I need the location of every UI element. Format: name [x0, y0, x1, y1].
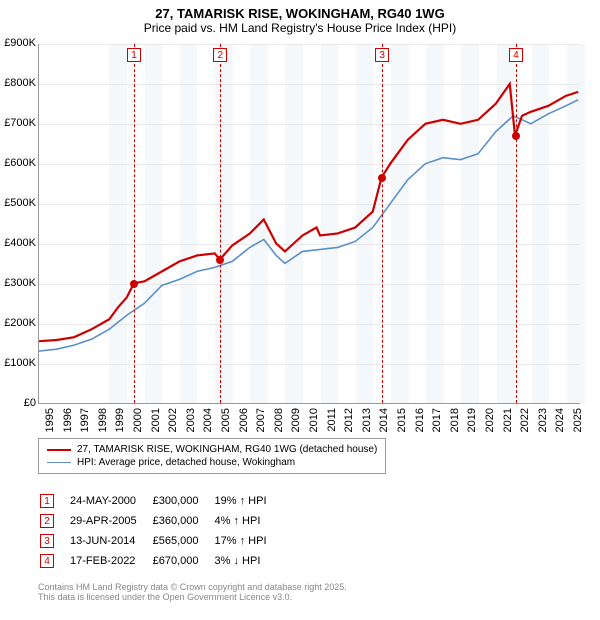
legend: 27, TAMARISK RISE, WOKINGHAM, RG40 1WG (… — [38, 438, 386, 474]
footer-attribution: Contains HM Land Registry data © Crown c… — [38, 582, 347, 602]
x-axis-label: 1996 — [62, 408, 74, 438]
sale-marker-dot — [378, 174, 386, 182]
x-axis-label: 2005 — [220, 408, 232, 438]
sale-date: 17-FEB-2022 — [70, 552, 151, 570]
y-axis-label: £0 — [0, 397, 36, 409]
x-axis-label: 2008 — [273, 408, 285, 438]
x-axis-label: 2023 — [537, 408, 549, 438]
sale-date: 29-APR-2005 — [70, 512, 151, 530]
y-axis-label: £300K — [0, 277, 36, 289]
x-axis-label: 2019 — [466, 408, 478, 438]
y-axis-label: £400K — [0, 237, 36, 249]
sale-marker-label: 2 — [213, 48, 227, 62]
x-axis-label: 2017 — [431, 408, 443, 438]
x-axis-label: 2025 — [572, 408, 584, 438]
sale-delta: 17% ↑ HPI — [215, 532, 281, 550]
sales-row: 3 13-JUN-2014£565,00017% ↑ HPI — [40, 532, 281, 550]
chart-subtitle: Price paid vs. HM Land Registry's House … — [0, 21, 600, 39]
y-axis-label: £100K — [0, 357, 36, 369]
sale-marker-dot — [216, 256, 224, 264]
row-marker-icon: 1 — [40, 494, 54, 508]
legend-item: HPI: Average price, detached house, Woki… — [47, 456, 377, 469]
y-axis-label: £200K — [0, 317, 36, 329]
x-axis-label: 2003 — [185, 408, 197, 438]
x-axis-label: 2022 — [519, 408, 531, 438]
sale-delta: 3% ↓ HPI — [215, 552, 281, 570]
x-axis-label: 2021 — [502, 408, 514, 438]
y-axis-label: £700K — [0, 117, 36, 129]
x-axis-label: 1997 — [79, 408, 91, 438]
series-line — [39, 100, 578, 351]
sale-price: £300,000 — [153, 492, 213, 510]
x-axis-label: 2009 — [290, 408, 302, 438]
row-marker-icon: 4 — [40, 554, 54, 568]
x-axis-label: 1998 — [97, 408, 109, 438]
x-axis-label: 2018 — [449, 408, 461, 438]
chart-plot-area: 1 2 3 4 — [38, 44, 580, 404]
y-axis-label: £800K — [0, 77, 36, 89]
footer-line-2: This data is licensed under the Open Gov… — [38, 592, 347, 602]
sale-marker-dot — [130, 280, 138, 288]
sale-price: £565,000 — [153, 532, 213, 550]
x-axis-label: 2014 — [378, 408, 390, 438]
legend-item: 27, TAMARISK RISE, WOKINGHAM, RG40 1WG (… — [47, 443, 377, 456]
sales-row: 1 24-MAY-2000£300,00019% ↑ HPI — [40, 492, 281, 510]
x-axis-label: 2024 — [554, 408, 566, 438]
sales-row: 4 17-FEB-2022£670,0003% ↓ HPI — [40, 552, 281, 570]
x-axis-label: 2010 — [308, 408, 320, 438]
sale-marker-label: 3 — [375, 48, 389, 62]
x-axis-label: 2011 — [326, 408, 338, 438]
x-axis-label: 2006 — [238, 408, 250, 438]
x-axis-label: 2002 — [167, 408, 179, 438]
y-axis-label: £500K — [0, 197, 36, 209]
sale-price: £670,000 — [153, 552, 213, 570]
x-axis-label: 2007 — [255, 408, 267, 438]
x-axis-label: 2020 — [484, 408, 496, 438]
row-marker-icon: 3 — [40, 534, 54, 548]
sale-date: 13-JUN-2014 — [70, 532, 151, 550]
x-axis-label: 1995 — [44, 408, 56, 438]
y-axis-label: £600K — [0, 157, 36, 169]
row-marker-icon: 2 — [40, 514, 54, 528]
x-axis-label: 2016 — [414, 408, 426, 438]
x-axis-label: 2001 — [150, 408, 162, 438]
sale-date: 24-MAY-2000 — [70, 492, 151, 510]
chart-title: 27, TAMARISK RISE, WOKINGHAM, RG40 1WG — [0, 0, 600, 21]
x-axis-label: 2000 — [132, 408, 144, 438]
x-axis-label: 2004 — [202, 408, 214, 438]
series-line — [39, 84, 578, 341]
x-axis-label: 2015 — [396, 408, 408, 438]
x-axis-label: 2012 — [343, 408, 355, 438]
sale-marker-dot — [512, 132, 520, 140]
x-axis-label: 1999 — [114, 408, 126, 438]
x-axis-label: 2013 — [361, 408, 373, 438]
sale-marker-label: 4 — [509, 48, 523, 62]
sale-delta: 19% ↑ HPI — [215, 492, 281, 510]
sale-delta: 4% ↑ HPI — [215, 512, 281, 530]
sale-marker-label: 1 — [127, 48, 141, 62]
sales-table: 1 24-MAY-2000£300,00019% ↑ HPI 2 29-APR-200… — [38, 490, 283, 572]
sale-price: £360,000 — [153, 512, 213, 530]
y-axis-label: £900K — [0, 37, 36, 49]
footer-line-1: Contains HM Land Registry data © Crown c… — [38, 582, 347, 592]
sales-row: 2 29-APR-2005£360,0004% ↑ HPI — [40, 512, 281, 530]
